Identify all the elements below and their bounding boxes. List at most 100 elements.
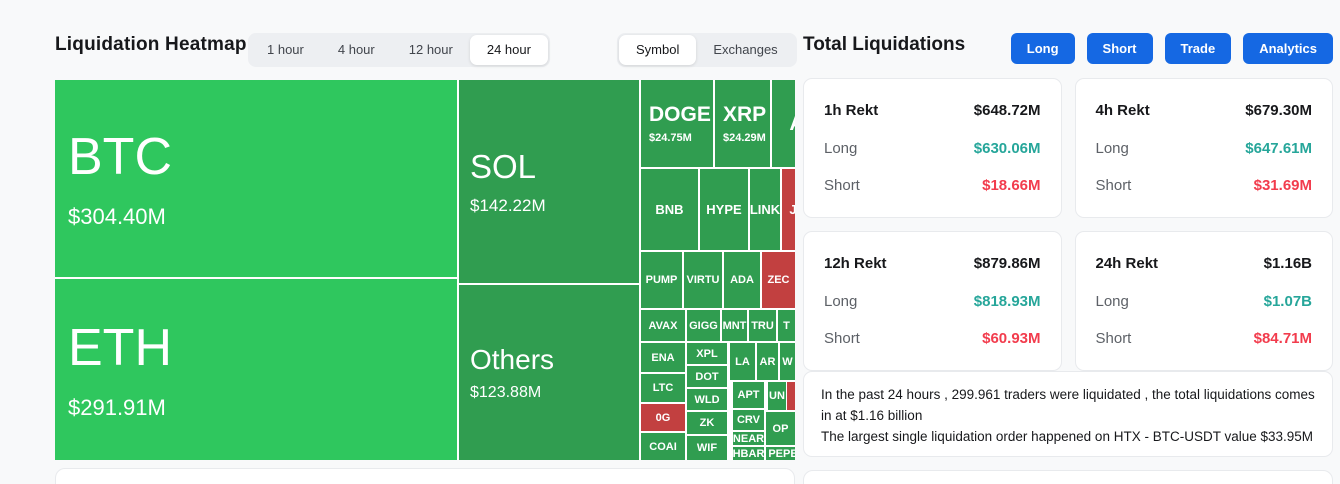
card-row: 4h Rekt $679.30M <box>1096 102 1313 119</box>
treemap-cell-ar[interactable]: AR <box>757 343 778 380</box>
cell-value: $24.29M <box>723 132 766 144</box>
treemap-cell-avax[interactable]: AVAX <box>641 310 685 341</box>
treemap-cell-pump[interactable]: PUMP <box>641 252 682 308</box>
treemap-cell-wld[interactable]: WLD <box>687 389 727 410</box>
row-value: $31.69M <box>1253 177 1312 194</box>
treemap-cell-pepe[interactable]: PEPE <box>766 447 795 460</box>
row-value: $648.72M <box>973 102 1041 119</box>
cell-symbol: UN <box>769 390 785 402</box>
rekt-cards-grid: 1h Rekt $648.72M Long $630.06M Short $18.66M 4… <box>803 78 1333 371</box>
long-button[interactable]: Long <box>1010 33 1075 64</box>
treemap-cell-btc[interactable]: BTC $304.40M <box>55 80 457 277</box>
treemap-cell-hbar[interactable]: HBAR <box>733 447 764 460</box>
treemap-cell-near[interactable]: NEAR <box>733 432 764 445</box>
cell-value: $291.91M <box>68 395 166 420</box>
row-value: $679.30M <box>1245 102 1312 119</box>
cell-symbol: HBAR <box>733 447 764 460</box>
treemap-cell-dot[interactable]: DOT <box>687 366 727 387</box>
treemap-cell-doge[interactable]: DOGE $24.75M <box>641 80 713 167</box>
cell-symbol: W <box>782 355 793 368</box>
treemap-cell-zec[interactable]: ZEC <box>762 252 795 308</box>
action-button-group: Long Short Trade Analytics <box>1010 33 1333 64</box>
row-label: 4h Rekt <box>1095 102 1150 119</box>
cell-symbol: GIGG <box>689 319 718 332</box>
treemap-cell-bnb[interactable]: BNB <box>641 169 698 250</box>
cell-symbol: ENA <box>651 351 675 364</box>
trade-button[interactable]: Trade <box>1164 33 1232 64</box>
cell-symbol: VIRTU <box>686 274 720 286</box>
row-label: Long <box>824 292 858 310</box>
time-tab-24-hour[interactable]: 24 hour <box>469 35 548 65</box>
cell-symbol: PEPE <box>768 447 795 460</box>
row-value: $630.06M <box>973 139 1041 157</box>
row-value: $1.16B <box>1263 255 1312 272</box>
treemap-cell-a[interactable]: A <box>772 80 795 167</box>
treemap-cell-others[interactable]: Others $123.88M <box>459 285 639 460</box>
treemap-cell-zk[interactable]: ZK <box>687 412 727 434</box>
cell-symbol: WIF <box>696 442 718 454</box>
treemap-cell-mnt[interactable]: MNT <box>722 310 747 341</box>
cell-symbol: COAI <box>649 440 677 453</box>
row-value: $84.71M <box>1253 330 1312 347</box>
total-liquidations-title: Total Liquidations <box>803 34 966 55</box>
row-label: 24h Rekt <box>1095 255 1159 272</box>
analytics-button[interactable]: Analytics <box>1243 33 1333 64</box>
liquidation-summary-note: In the past 24 hours , 299.961 traders w… <box>803 371 1333 457</box>
treemap-cell-la[interactable]: LA <box>730 343 755 380</box>
time-tab-1-hour[interactable]: 1 hour <box>250 35 321 65</box>
treemap-cell-coai[interactable]: COAI <box>641 433 685 460</box>
treemap-cell-hype[interactable]: HYPE <box>700 169 748 250</box>
cell-symbol: BNB <box>655 202 684 217</box>
treemap-cell-eth[interactable]: ETH $291.91M <box>55 279 457 460</box>
treemap-cell-un[interactable]: UN <box>768 382 786 410</box>
treemap-cell-op[interactable]: OP <box>766 412 795 445</box>
time-tab-4-hour[interactable]: 4 hour <box>321 35 392 65</box>
treemap-cell-xpl[interactable]: XPL <box>687 343 727 364</box>
row-value: $818.93M <box>973 292 1041 310</box>
treemap-cell-crv[interactable]: CRV <box>733 410 764 430</box>
treemap-cell-tru[interactable]: TRU <box>749 310 776 341</box>
cell-symbol: LINK <box>750 202 780 217</box>
treemap-cell-0g[interactable]: 0G <box>641 404 685 431</box>
cell-value: $24.75M <box>649 132 692 144</box>
treemap-cell-gigg[interactable]: GIGG <box>687 310 720 341</box>
cell-symbol: T <box>783 319 790 332</box>
cell-symbol: XRP <box>723 103 767 126</box>
liquidation-heatmap-treemap: BTC $304.40M ETH $291.91M SOL $142.22M Others $… <box>55 80 795 460</box>
card-row: Long $647.61M <box>1096 140 1313 157</box>
cell-symbol: ZEC <box>767 274 790 286</box>
treemap-cell-xrp[interactable]: XRP $24.29M <box>715 80 770 167</box>
cell-symbol: 0G <box>655 411 671 424</box>
treemap-cell-ena[interactable]: ENA <box>641 343 685 372</box>
treemap-cell-ltc[interactable]: LTC <box>641 374 685 402</box>
treemap-cell-apt[interactable]: APT <box>733 382 764 408</box>
card-row: Short $31.69M <box>1096 177 1313 194</box>
treemap-cell-link[interactable]: LINK <box>750 169 780 250</box>
short-button[interactable]: Short <box>1086 33 1153 64</box>
row-value: $60.93M <box>982 330 1041 347</box>
cell-symbol: BTC <box>68 128 172 186</box>
cell-symbol: A <box>789 112 795 136</box>
time-tab-12-hour[interactable]: 12 hour <box>392 35 470 65</box>
treemap-cell-sol[interactable]: SOL $142.22M <box>459 80 639 283</box>
cell-value: $142.22M <box>470 195 546 215</box>
cell-symbol: TRU <box>751 319 774 332</box>
treemap-cell-unlabeled[interactable] <box>787 382 795 410</box>
cell-symbol: MNT <box>722 319 747 332</box>
card-row: Long $630.06M <box>824 140 1041 157</box>
treemap-cell-ada[interactable]: ADA <box>724 252 760 308</box>
page-title: Liquidation Heatmap <box>55 34 247 55</box>
row-value: $1.07B <box>1263 292 1312 310</box>
treemap-cell-wif[interactable]: WIF <box>687 436 727 460</box>
cell-symbol: OP <box>772 422 789 435</box>
cell-symbol: AR <box>759 355 776 368</box>
view-tab-symbol[interactable]: Symbol <box>619 35 697 65</box>
treemap-cell-w[interactable]: W <box>780 343 795 380</box>
treemap-cell-virtu[interactable]: VIRTU <box>684 252 722 308</box>
bottom-right-panel <box>803 470 1333 484</box>
row-label: Long <box>1095 292 1129 310</box>
card-row: 1h Rekt $648.72M <box>824 102 1041 119</box>
treemap-cell-t[interactable]: T <box>778 310 795 341</box>
treemap-cell-j[interactable]: J <box>782 169 795 250</box>
view-tab-exchanges[interactable]: Exchanges <box>696 35 794 65</box>
